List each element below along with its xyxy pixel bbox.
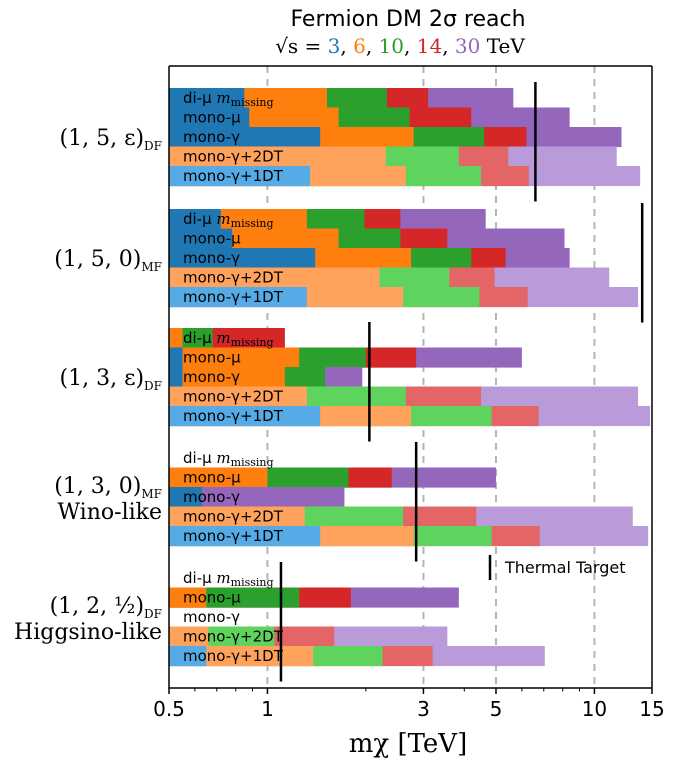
group-1 [169, 209, 639, 308]
group-label: (1, 5, ε)DF [60, 126, 162, 153]
row-label: mono-γ+2DT [183, 628, 284, 646]
x-tick-label: 1 [261, 697, 274, 721]
row-label: mono-γ+1DT [183, 288, 284, 306]
x-tick-label: 3 [417, 697, 430, 721]
bar-segment [169, 166, 311, 187]
bar-segment [169, 248, 316, 269]
row-label: mono-γ [183, 608, 240, 626]
row-label: mono-γ+2DT [183, 148, 284, 166]
chart-subtitle: √s = 3, 6, 10, 14, 30 TeV [275, 34, 525, 58]
bar-segment [169, 406, 321, 427]
row-label: mono-μ [183, 589, 241, 607]
subtitle-energy-10: 10 [379, 34, 404, 58]
bar-segment [169, 287, 307, 308]
row-label: mono-γ+2DT [183, 388, 284, 406]
row-label: di-μ mmissing [183, 89, 274, 109]
row-label: mono-μ [183, 109, 241, 127]
row-label: mono-γ [183, 488, 240, 506]
subtitle-prefix: √s = [275, 34, 327, 58]
x-tick-label: 15 [639, 697, 664, 721]
row-label: di-μ mmissing [183, 210, 274, 230]
x-tick-label: 0.5 [153, 697, 185, 721]
row-label: mono-γ [183, 249, 240, 267]
group-label: (1, 3, 0)MF [54, 474, 162, 501]
bar-segment [169, 587, 207, 608]
row-label: di-μ mmissing [183, 569, 274, 589]
bar-segment [169, 367, 285, 388]
x-axis-label: mχ [TeV] [349, 729, 467, 759]
group-label: (1, 5, 0)MF [54, 247, 162, 274]
group-2 [169, 328, 651, 427]
plot-area: di-μ mmissingmono-μmono-γmono-γ+2DTmono-… [14, 65, 665, 721]
bar-segment [169, 646, 207, 667]
bar-segment [169, 107, 250, 128]
subtitle-energy-30: 30 [455, 34, 480, 58]
bar-segment [169, 526, 321, 547]
group-label: (1, 2, ½)DF [50, 594, 162, 621]
chart-title: Fermion DM 2σ reach [290, 7, 525, 32]
bar-segment [169, 347, 300, 368]
group-label: Wino-like [57, 500, 162, 525]
bar-segment [169, 386, 307, 407]
row-label: mono-γ+1DT [183, 167, 284, 185]
group-label: Higgsino-like [14, 620, 162, 645]
group-3 [169, 467, 649, 547]
row-label: mono-μ [183, 349, 241, 367]
subtitle-energy-6: 6 [353, 34, 366, 58]
row-label: mono-μ [183, 469, 241, 487]
bar-segment [169, 487, 345, 508]
row-label: mono-γ+2DT [183, 508, 284, 526]
row-label: mono-γ+1DT [183, 647, 284, 665]
row-label: mono-γ+2DT [183, 269, 284, 287]
row-label: di-μ mmissing [183, 449, 274, 469]
legend-label: Thermal Target [504, 558, 625, 577]
bar-segment [169, 267, 380, 288]
group-0 [169, 88, 641, 187]
row-label: mono-γ [183, 368, 240, 386]
group-label: (1, 3, ε)DF [60, 366, 162, 393]
bar-segment [169, 487, 202, 508]
group-4 [169, 587, 545, 667]
bar-segment [169, 328, 183, 349]
bar-segment [169, 626, 209, 647]
bar-segment [169, 209, 221, 230]
row-label: mono-γ [183, 128, 240, 146]
x-tick-label: 5 [490, 697, 503, 721]
row-label: mono-μ [183, 230, 241, 248]
row-label: mono-γ+1DT [183, 527, 284, 545]
x-tick-label: 10 [582, 697, 607, 721]
subtitle-unit: TeV [487, 34, 526, 58]
bar-segment [169, 228, 233, 249]
bar-segment [169, 367, 183, 388]
row-label: mono-γ+1DT [183, 407, 284, 425]
subtitle-energy-3: 3 [328, 34, 341, 58]
row-label: di-μ mmissing [183, 329, 274, 349]
subtitle-energy-14: 14 [417, 34, 442, 58]
bar-segment [169, 88, 245, 109]
bar-segment [169, 146, 386, 167]
bar-segment [169, 506, 305, 527]
bar-segment [169, 127, 321, 148]
bar-segment [169, 467, 268, 488]
bar-segment [169, 347, 183, 368]
